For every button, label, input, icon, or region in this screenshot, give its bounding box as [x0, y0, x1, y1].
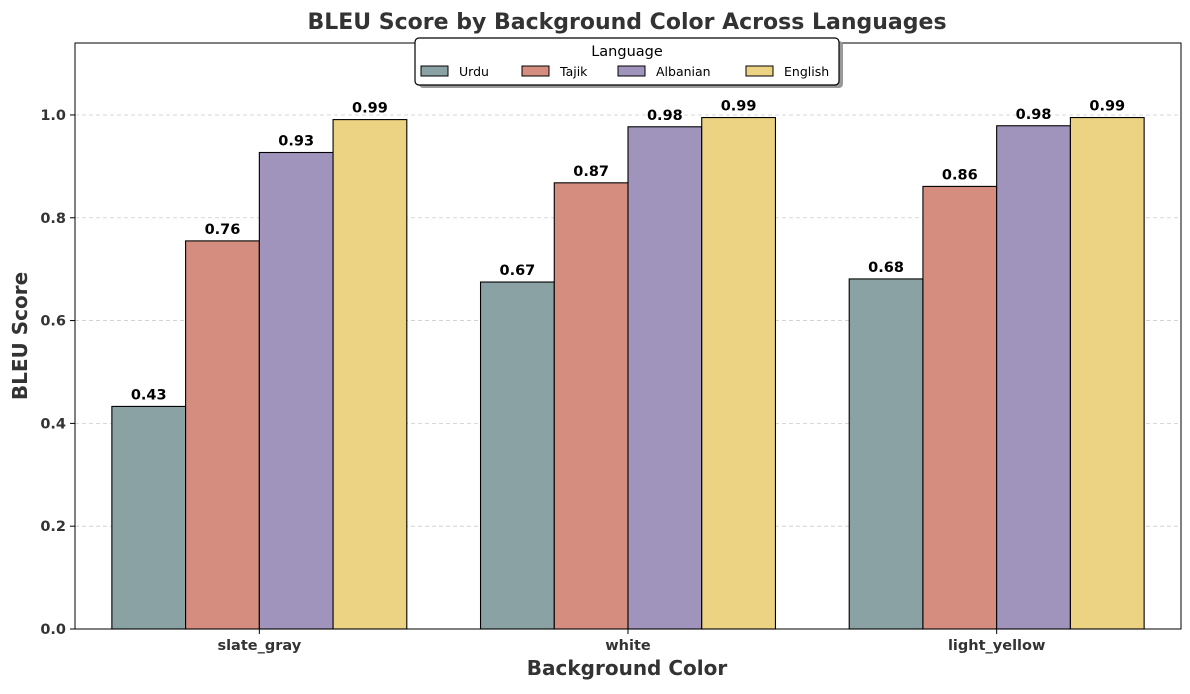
legend-swatch	[521, 65, 550, 77]
legend-item-english: English	[745, 64, 829, 79]
data-label: 0.67	[500, 263, 536, 279]
data-label: 0.93	[278, 133, 314, 149]
y-axis-label: BLEU Score	[8, 272, 32, 400]
data-label: 0.76	[205, 222, 241, 238]
data-label: 0.86	[942, 167, 978, 183]
data-label: 0.43	[131, 387, 167, 403]
legend-box	[414, 37, 840, 86]
legend-swatch	[420, 65, 449, 77]
legend-label: Tajik	[559, 64, 588, 79]
data-label: 0.87	[573, 164, 609, 180]
bar-urdu-slate-gray	[111, 405, 187, 630]
legend-swatch	[617, 65, 646, 77]
bars	[111, 116, 1145, 630]
y-tick-label: 0.0	[40, 622, 66, 638]
legend-label: English	[784, 64, 829, 79]
legend-item-urdu: Urdu	[420, 64, 489, 79]
data-labels: 0.43 0.76 0.93 0.99 0.67 0.87 0.98 0.99 0.68 0.86…	[131, 99, 1125, 404]
data-label: 0.98	[1016, 107, 1052, 123]
x-tick-label: white	[605, 638, 651, 654]
legend-label: Albanian	[656, 64, 711, 79]
data-label: 0.99	[352, 101, 388, 117]
bar-english-white	[701, 116, 777, 630]
y-tick-label: 0.2	[40, 519, 66, 535]
data-label: 0.68	[868, 260, 904, 276]
y-tick-label: 1.0	[40, 108, 66, 124]
data-label: 0.99	[721, 99, 757, 115]
legend-label: Urdu	[459, 64, 489, 79]
data-label: 0.98	[647, 108, 683, 124]
legend-title: Language	[591, 44, 663, 60]
bar-tajik-slate-gray	[185, 240, 260, 630]
legend: Language Urdu Tajik Albanian English	[414, 37, 843, 88]
bar-urdu-light-yellow	[848, 278, 924, 630]
legend-item-albanian: Albanian	[617, 64, 711, 79]
bar-english-light-yellow	[1069, 116, 1145, 630]
legend-items: Urdu Tajik Albanian English	[420, 64, 829, 79]
bar-albanian-white	[627, 126, 703, 630]
x-axis-label: Background Color	[527, 656, 728, 680]
data-label: 0.99	[1089, 99, 1125, 115]
x-axis-ticks: slate_gray white light_yellow	[217, 629, 1045, 654]
bar-albanian-slate-gray	[258, 151, 334, 630]
bar-tajik-white	[553, 182, 629, 630]
x-tick-label: light_yellow	[948, 638, 1045, 654]
y-axis-ticks: 0.0 0.2 0.4 0.6 0.8 1.0	[40, 108, 75, 638]
y-tick-label: 0.4	[40, 416, 66, 432]
legend-item-tajik: Tajik	[521, 64, 588, 79]
bar-english-slate-gray	[332, 119, 408, 630]
y-tick-label: 0.8	[40, 211, 66, 227]
x-tick-label: slate_gray	[217, 638, 301, 654]
legend-swatch	[745, 65, 774, 77]
chart-title: BLEU Score by Background Color Across La…	[307, 10, 946, 35]
bar-urdu-white	[479, 281, 555, 630]
y-tick-label: 0.6	[40, 314, 66, 330]
bar-tajik-light-yellow	[922, 185, 998, 630]
bar-albanian-light-yellow	[996, 125, 1071, 630]
